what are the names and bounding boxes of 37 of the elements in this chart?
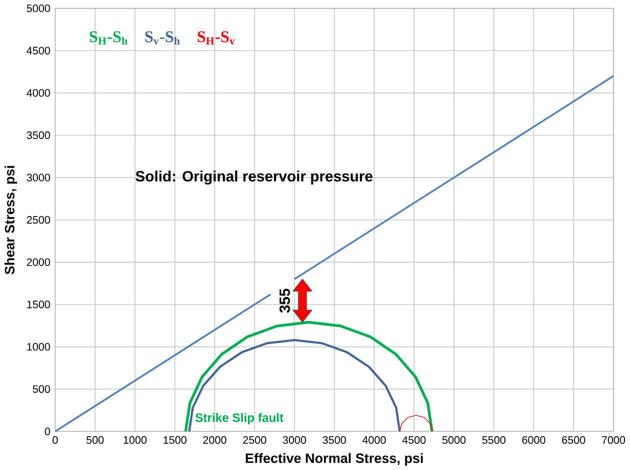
x-tick-label: 4500 [402, 436, 426, 444]
y-axis-title: Shear Stress, psi [4, 166, 18, 274]
x-tick-label: 7000 [602, 436, 626, 444]
y-tick-label: 2000 [26, 258, 50, 266]
y-tick-label: 500 [32, 385, 50, 393]
x-tick-label: 1000 [124, 436, 147, 444]
x-tick-label: 6500 [562, 436, 586, 444]
x-tick-label: 3500 [322, 436, 346, 444]
y-tick-label: 2500 [26, 216, 50, 224]
annotation: Strike Slip fault [195, 412, 284, 424]
annotation: Solid: Original reservoir pressure [136, 170, 372, 184]
line-series [399, 414, 433, 432]
line-series [188, 338, 401, 432]
x-tick-label: 5000 [442, 436, 466, 444]
y-tick-label: 4500 [26, 46, 50, 54]
x-tick-label: 500 [86, 436, 104, 444]
y-tick-label: 5000 [26, 4, 50, 12]
y-tick-label: 1000 [27, 342, 50, 351]
y-tick-label: 0 [44, 427, 50, 436]
y-tick-label: 4000 [26, 89, 50, 97]
text: S$_{H}$-S$_{h}$ [90, 31, 128, 44]
x-tick-label: 1500 [164, 436, 186, 444]
annotation: 355 [279, 288, 290, 313]
x-tick-label: 5500 [482, 436, 506, 444]
x-tick-label: 6000 [522, 436, 546, 444]
x-tick-label: 2500 [243, 436, 266, 444]
x-tick-label: 0 [52, 436, 58, 444]
y-tick-label: 3500 [26, 131, 50, 139]
line-series [184, 320, 434, 433]
y-tick-label: 1500 [27, 300, 50, 308]
y-tick-label: 3000 [26, 174, 50, 182]
x-axis-title: Effective Normal Stress, psi [246, 453, 423, 466]
x-tick-label: 3000 [282, 436, 306, 444]
text: S$_{v}$-S$_{h}$ [145, 31, 180, 44]
x-tick-label: 2000 [203, 436, 226, 444]
x-tick-label: 4000 [362, 436, 386, 444]
text: S$_{H}$-S$_{v}$ [198, 31, 235, 44]
